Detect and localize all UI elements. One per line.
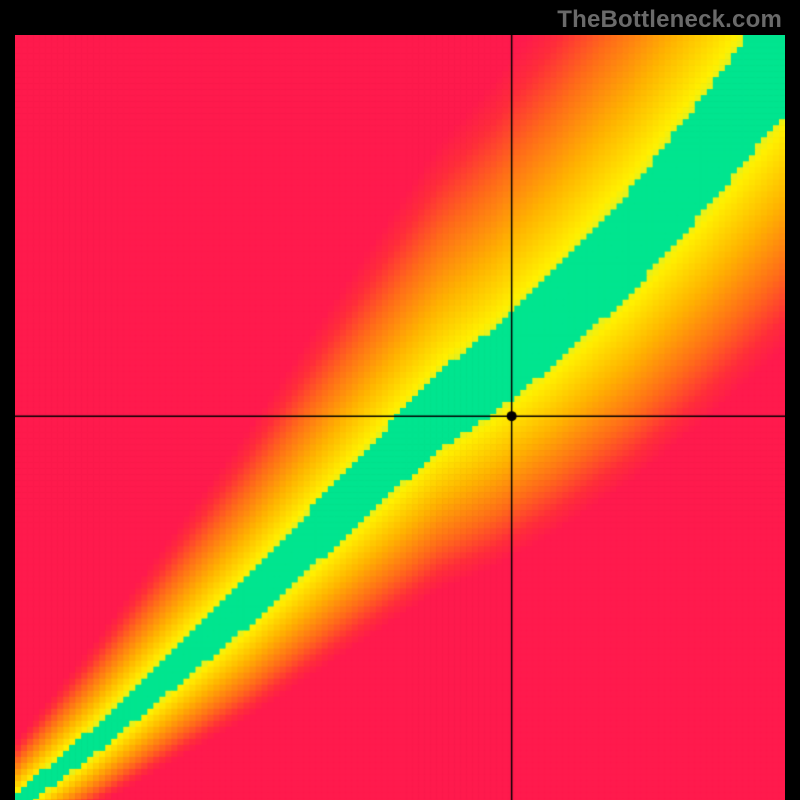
- bottleneck-heatmap: [15, 35, 785, 800]
- watermark-text: TheBottleneck.com: [557, 6, 782, 34]
- chart-container: TheBottleneck.com: [0, 0, 800, 800]
